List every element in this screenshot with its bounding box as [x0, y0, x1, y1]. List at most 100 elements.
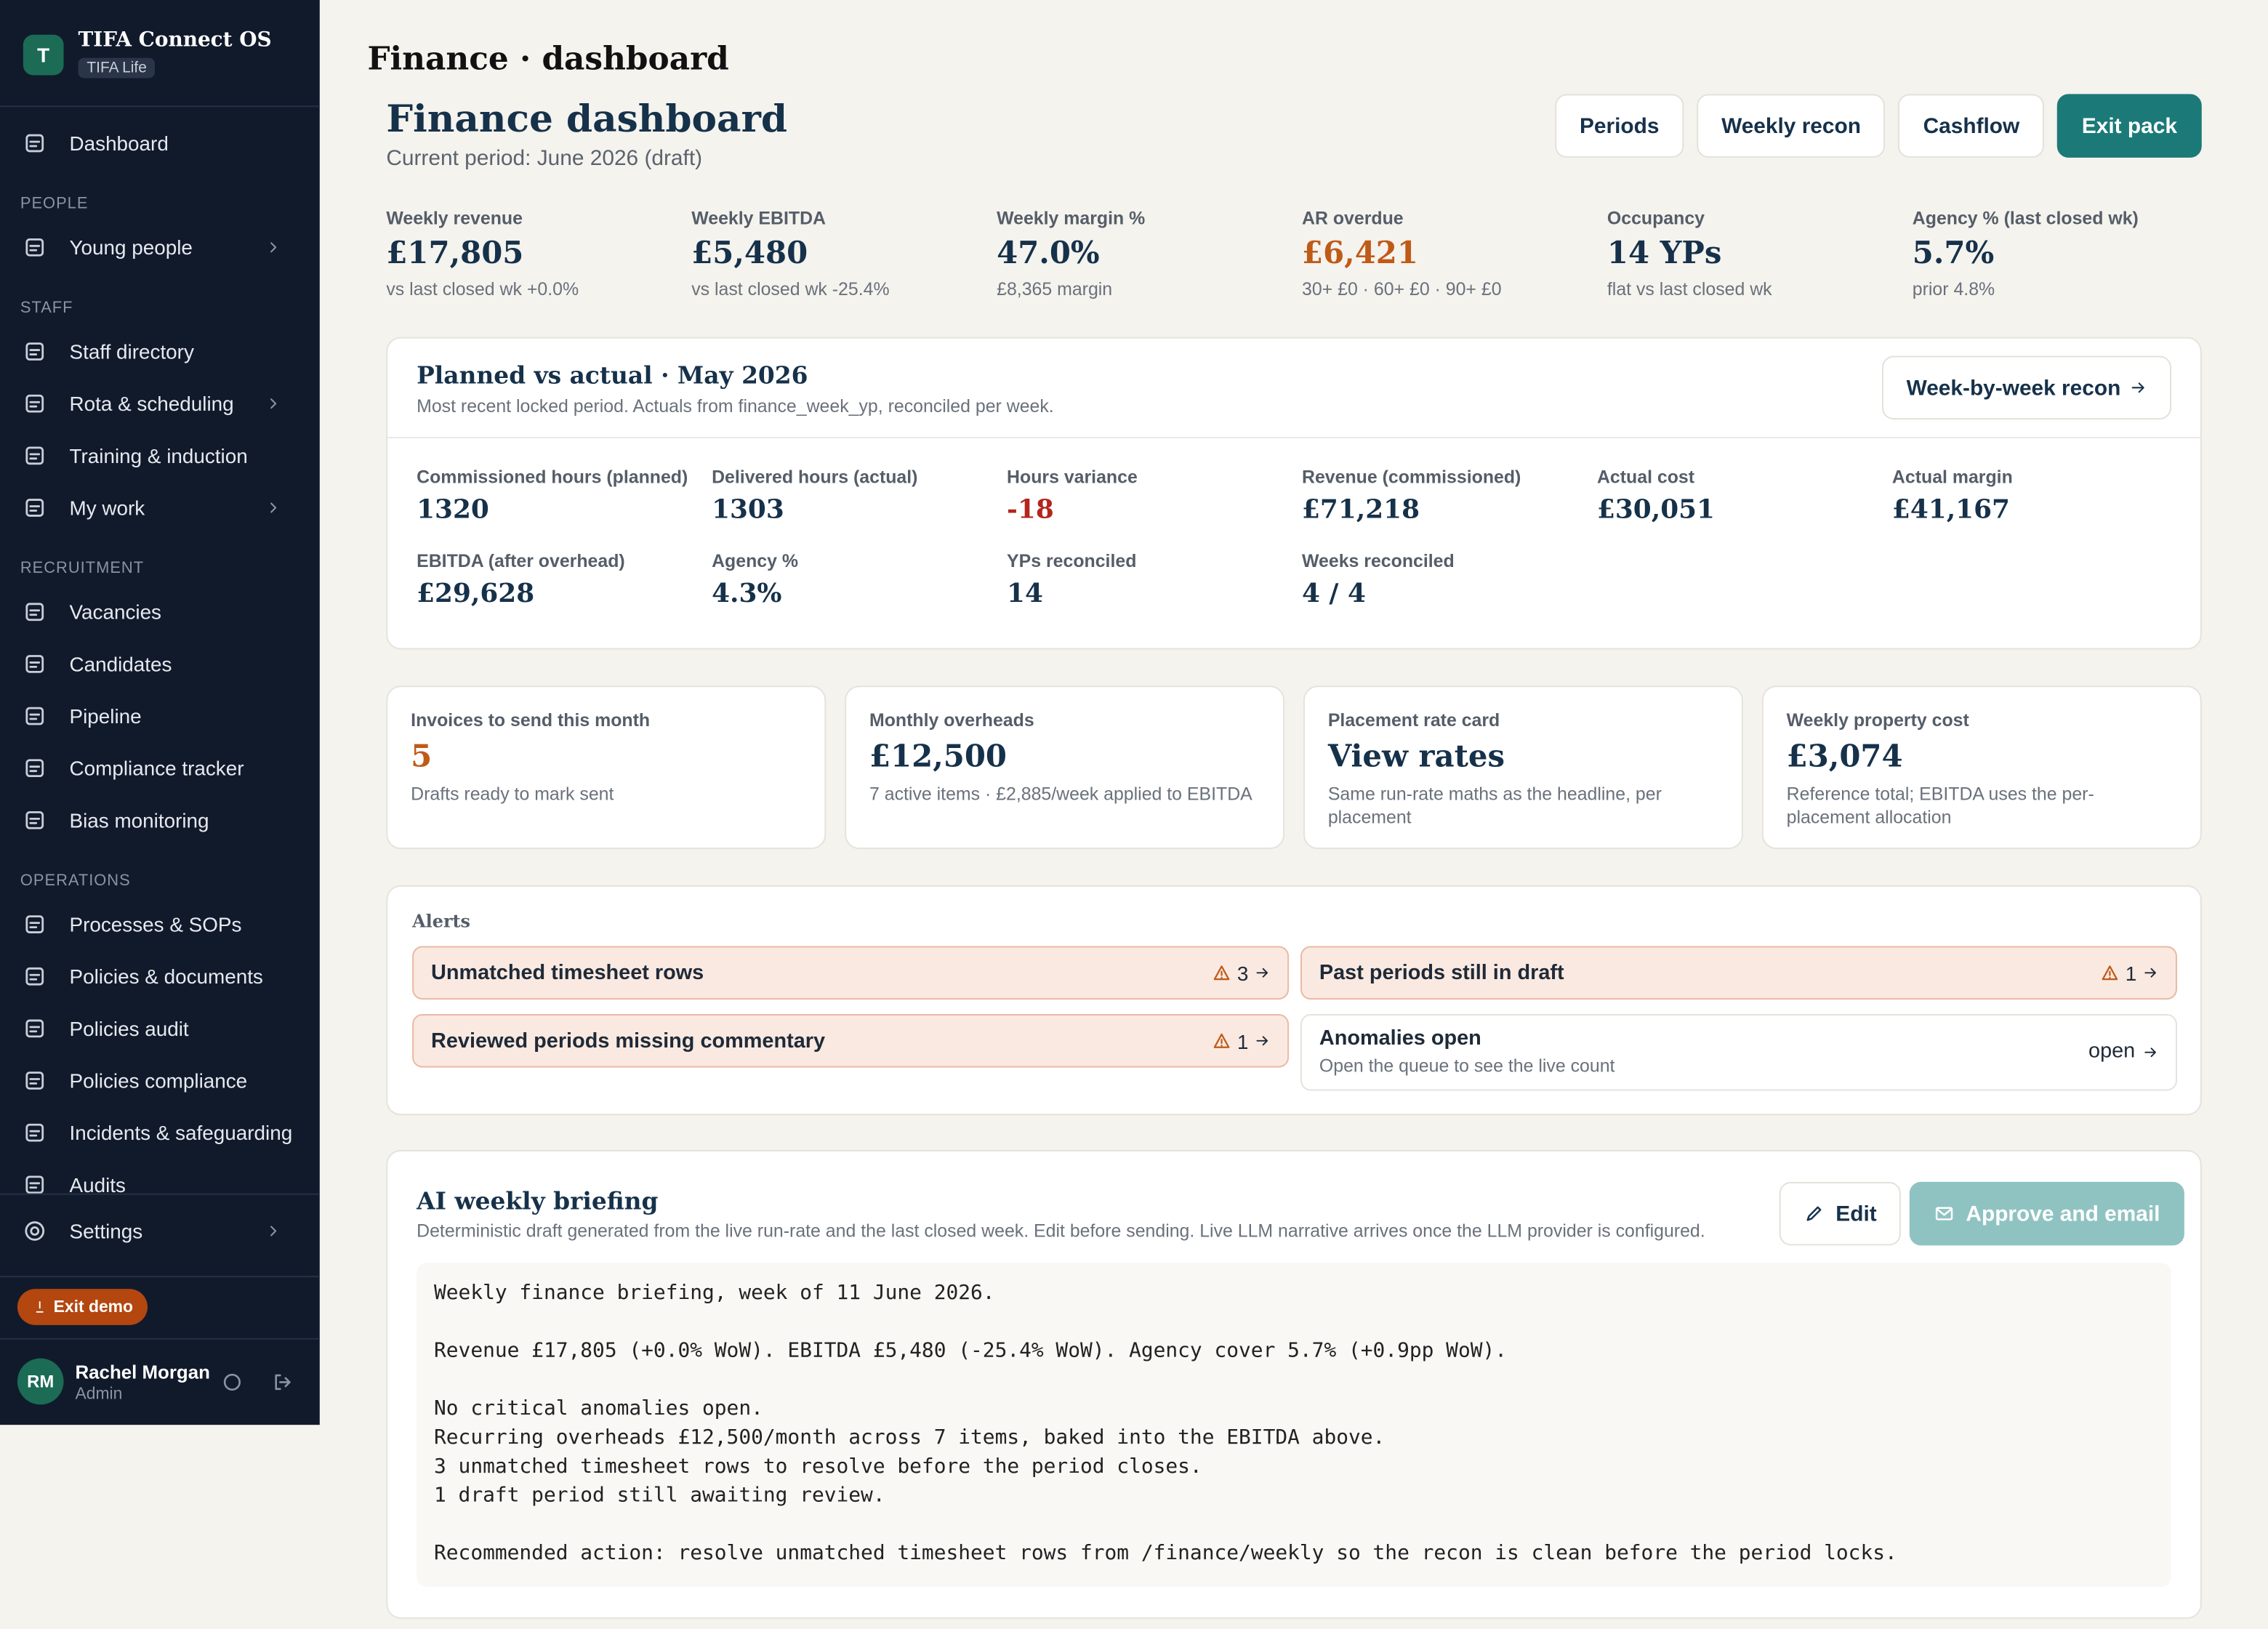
- kpi: Weekly margin % 47.0% £8,365 margin: [997, 209, 1293, 301]
- nav-item[interactable]: Processes & SOPs: [0, 898, 320, 951]
- kpi-note: vs last closed wk +0.0%: [386, 279, 579, 299]
- nav-label: Settings: [69, 1219, 143, 1243]
- nav-item[interactable]: Settings: [0, 1205, 320, 1258]
- nav-item[interactable]: Candidates: [0, 638, 320, 691]
- nav-item[interactable]: Compliance tracker: [0, 742, 320, 795]
- metric-label: Commissioned hours (planned): [417, 467, 688, 488]
- logout-icon: [272, 1371, 294, 1393]
- nav-item[interactable]: Policies & documents: [0, 950, 320, 1002]
- nav-heading: OPERATIONS: [20, 872, 131, 890]
- anomalies-note: Open the queue to see the live count: [1319, 1055, 1615, 1077]
- arrow: [1254, 965, 1270, 981]
- kpi-note: 30+ £0 · 60+ £0 · 90+ £0: [1302, 279, 1502, 299]
- divider: [0, 1276, 320, 1278]
- briefing-title: AI weekly briefing: [417, 1187, 659, 1215]
- header-button[interactable]: Cashflow: [1898, 94, 2045, 158]
- nav-item[interactable]: Bias monitoring: [0, 795, 320, 847]
- nav-item[interactable]: Training & induction: [0, 430, 320, 482]
- header-button[interactable]: Weekly recon: [1697, 94, 1886, 158]
- recon-button[interactable]: Week-by-week recon: [1881, 355, 2171, 420]
- nav-item[interactable]: Incidents & safeguarding: [0, 1106, 320, 1159]
- nav-item[interactable]: Rota & scheduling: [0, 377, 320, 430]
- kpi-note: vs last closed wk -25.4%: [691, 279, 890, 299]
- nav-heading: PEOPLE: [20, 195, 89, 213]
- summary-card[interactable]: Monthly overheads £12,500 7 active items ·…: [845, 685, 1285, 850]
- dashboard-title: Finance dashboard: [386, 98, 788, 142]
- nav-label: Candidates: [69, 652, 172, 676]
- summary-card[interactable]: Weekly property cost £3,074 Reference tota…: [1761, 685, 2202, 850]
- alert-count: 3: [1236, 961, 1249, 985]
- anomalies-row[interactable]: Anomalies open Open the queue to see the …: [1300, 1013, 2177, 1091]
- approve-button[interactable]: Approve and email: [1909, 1181, 2185, 1246]
- briefing-paragraph: Weekly finance briefing, week of 11 June…: [434, 1279, 2154, 1308]
- nav-heading: STAFF: [20, 299, 73, 317]
- kpi-label: Agency % (last closed wk): [1912, 208, 2139, 229]
- kpi-note: prior 4.8%: [1912, 279, 1995, 299]
- briefing-line: Revenue £17,805 (+0.0% WoW). EBITDA £5,4…: [434, 1339, 1508, 1363]
- metric-value: 1303: [712, 494, 784, 526]
- metric-value: £29,628: [417, 579, 535, 609]
- nav-item[interactable]: Audits: [0, 1159, 320, 1194]
- metric-value: -18: [1007, 494, 1054, 526]
- card-label: Monthly overheads: [869, 710, 1034, 731]
- kpi-label: AR overdue: [1302, 208, 1404, 229]
- alert-row[interactable]: Unmatched timesheet rows 3: [412, 946, 1290, 1000]
- nav-item[interactable]: Pipeline: [0, 690, 320, 742]
- metric-label: Actual margin: [1891, 467, 2013, 488]
- nav-icon: [23, 444, 58, 467]
- nav-item[interactable]: Staff directory: [0, 326, 320, 378]
- alert-count: 1: [1236, 1029, 1249, 1053]
- divider: [0, 1338, 320, 1340]
- kpi: Agency % (last closed wk) 5.7% prior 4.8%: [1913, 209, 2209, 301]
- metric-value: 4 / 4: [1302, 579, 1366, 609]
- kpi-value: 14 YPs: [1606, 234, 1722, 271]
- metric: Actual margin £41,167: [1892, 467, 2181, 526]
- nav-icon: [23, 600, 58, 624]
- summary-card[interactable]: Placement rate card View rates Same run-ra…: [1303, 685, 1743, 850]
- nav-icon: [23, 340, 58, 363]
- kpi-label: Weekly revenue: [386, 208, 523, 229]
- nav-icon: [23, 132, 58, 155]
- metric-label: Actual cost: [1596, 467, 1695, 488]
- header-button[interactable]: Exit pack: [2057, 94, 2202, 158]
- nav-item[interactable]: Policies compliance: [0, 1055, 320, 1107]
- page-title: Finance · dashboard: [367, 40, 729, 79]
- nav-icon: [23, 808, 58, 832]
- chevron: [265, 1223, 294, 1240]
- nav-item[interactable]: Policies audit: [0, 1002, 320, 1055]
- alert-row[interactable]: Past periods still in draft 1: [1300, 946, 2177, 1000]
- approve-label: Approve and email: [1966, 1201, 2160, 1226]
- edit-button[interactable]: Edit: [1779, 1181, 1902, 1246]
- card-label: Placement rate card: [1327, 710, 1500, 731]
- kpi-label: Weekly margin %: [997, 208, 1146, 229]
- brand-logo: T: [23, 33, 64, 75]
- user-name: Rachel Morgan: [75, 1360, 210, 1383]
- header-button[interactable]: Periods: [1555, 94, 1684, 158]
- nav-icon: [23, 496, 58, 520]
- metric-value: 4.3%: [712, 579, 782, 609]
- kpi: Weekly revenue £17,805 vs last closed wk +…: [386, 209, 683, 301]
- nav-icon: [23, 965, 58, 988]
- alert-label: Unmatched timesheet rows: [431, 961, 704, 985]
- nav-icon: [23, 1121, 58, 1144]
- nav-item[interactable]: Young people: [0, 221, 320, 273]
- card-note: Drafts ready to mark sent: [411, 784, 614, 805]
- metric-value: £71,218: [1302, 494, 1420, 526]
- warning-icon: [1213, 963, 1231, 982]
- metric-label: Agency %: [712, 551, 798, 572]
- metric: Actual cost £30,051: [1597, 467, 1886, 526]
- brand: T TIFA Connect OS TIFA Life: [23, 29, 272, 80]
- nav-item[interactable]: My work: [0, 482, 320, 534]
- kpi-value: 5.7%: [1912, 234, 1995, 271]
- alert-row[interactable]: Reviewed periods missing commentary 1: [412, 1013, 1290, 1068]
- brand-text: TIFA Connect OS TIFA Life: [78, 29, 272, 80]
- alert-label: Reviewed periods missing commentary: [431, 1029, 826, 1053]
- warning-icon: [1213, 1031, 1231, 1050]
- nav-label: Policies & documents: [69, 965, 263, 989]
- settings-icon: [23, 1220, 58, 1243]
- exit-demo-button[interactable]: Exit demo: [17, 1289, 148, 1325]
- kpi-value: £5,480: [691, 234, 808, 271]
- nav-item[interactable]: Dashboard: [0, 117, 320, 169]
- summary-card[interactable]: Invoices to send this month 5 Drafts ready…: [386, 685, 827, 850]
- nav-item[interactable]: Vacancies: [0, 586, 320, 638]
